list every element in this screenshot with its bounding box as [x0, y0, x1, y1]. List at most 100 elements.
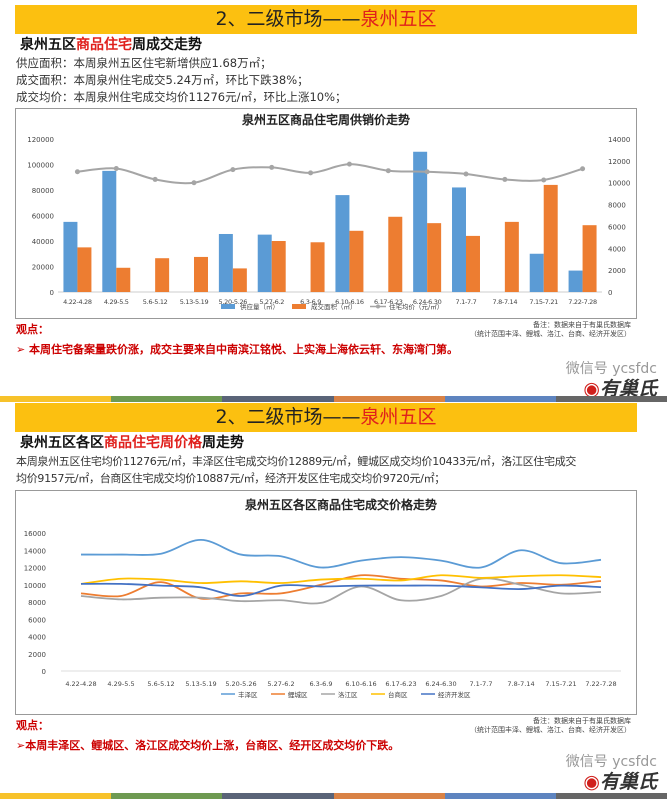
y-tick-right: 10000: [608, 180, 630, 188]
series-line-丰泽区: [80, 538, 602, 569]
x-tick: 7.15-7.21: [529, 298, 558, 306]
x-tick: 6.17-6.23: [374, 298, 403, 306]
y-tick: 8000: [28, 599, 46, 607]
y-tick: 2000: [28, 651, 46, 659]
y-tick-left: 40000: [32, 238, 54, 246]
bar-sales: [310, 242, 325, 292]
section2-summary: 本周泉州五区住宅均价11276元/㎡，丰泽区住宅成交均价12889元/㎡，鲤城区…: [16, 453, 576, 487]
bar-sales: [232, 268, 247, 292]
bar-sales: [388, 216, 403, 292]
x-tick: 5.6-5.12: [147, 680, 174, 688]
section1-banner: 2、二级市场——泉州五区: [15, 5, 637, 34]
price-point: [580, 166, 586, 172]
brand-logo: ◉有巢氏: [583, 378, 657, 400]
bar-sales: [427, 223, 442, 292]
y-tick: 4000: [28, 634, 46, 642]
banner-text: 2、二级市场——: [215, 406, 361, 428]
x-tick: 6.3-6.9: [309, 680, 332, 688]
section1-note: 备注：数据来自于有巢氏数据库 （统计范围丰泽、鲤城、洛江、台商、经济开发区）: [470, 321, 631, 339]
x-tick: 5.27-6.2: [259, 298, 284, 306]
summary-line: 供应面积：本周泉州五区住宅新增供应1.68万㎡；: [16, 56, 272, 70]
chart2-box: 泉州五区各区商品住宅成交价格走势 0 2000 4000 6000 8000 10000 12…: [15, 490, 637, 715]
legend-label: 鲤城区: [288, 690, 308, 699]
bar-sales: [582, 225, 597, 292]
section2-note: 备注：数据来自于有巢氏数据库 （统计范围丰泽、鲤城、洛江、台商、经济开发区）: [470, 717, 631, 735]
summary-line: 成交均价：本周泉州住宅成交均价11276元/㎡，环比上涨10%；: [16, 90, 347, 104]
supply-sales-price-chart: 泉州五区商品住宅周供销价走势02000040000600008000010000…: [27, 112, 630, 311]
stripe-segment: [444, 396, 556, 402]
y-tick-left: 80000: [32, 187, 54, 195]
bar-supply: [413, 151, 428, 292]
section2-view: 观点： ➢本周丰泽区、鲤城区、洛江区成交均价上涨，台商区、经开区成交均价下跌。: [16, 718, 399, 754]
x-tick: 7.1-7.7: [469, 680, 492, 688]
price-point: [152, 176, 158, 182]
bar-supply: [452, 187, 466, 292]
price-point: [385, 168, 391, 174]
y-tick-right: 8000: [608, 202, 626, 210]
stripe-segment: [0, 793, 112, 799]
legend-label: 经济开发区: [438, 690, 471, 699]
view-label: 观点：: [16, 323, 49, 336]
stripe-segment: [111, 396, 223, 402]
subtitle-highlight: 商品住宅: [76, 37, 132, 53]
y-tick-right: 12000: [608, 158, 630, 166]
legend-label: 供应量（㎡）: [240, 302, 279, 311]
series-line-经济开发区: [80, 582, 602, 597]
y-tick-right: 6000: [608, 223, 626, 231]
note-line: （统计范围丰泽、鲤城、洛江、台商、经济开发区）: [470, 330, 631, 338]
wechat-id: 微信号 ycsfdc: [565, 361, 657, 377]
legend-label: 住宅均价（元/㎡）: [389, 302, 443, 311]
stripe-segment: [555, 396, 667, 402]
banner-text: 2、二级市场——: [215, 8, 361, 30]
section1-subtitle: 泉州五区商品住宅周成交走势: [20, 37, 202, 54]
wechat-logo: 微信号 ycsfdc ◉有巢氏: [566, 754, 657, 793]
price-point: [502, 176, 508, 182]
summary-line: 成交面积：本周泉州住宅成交5.24万㎡，环比下跌38%；: [16, 73, 309, 87]
x-tick: 7.22-7.28: [568, 298, 597, 306]
subtitle-part: 周走势: [202, 435, 244, 451]
bar-supply: [102, 170, 117, 292]
x-tick: 6.10-6.16: [335, 298, 364, 306]
brand-name: 有巢氏: [599, 771, 657, 793]
y-tick: 14000: [24, 547, 46, 555]
legend-label: 台商区: [388, 690, 408, 699]
price-line: [77, 163, 583, 185]
x-tick: 6.24-6.30: [425, 680, 456, 688]
x-tick: 5.27-6.2: [267, 680, 294, 688]
price-point: [113, 166, 119, 172]
price-point: [463, 171, 469, 177]
x-tick: 7.8-7.14: [507, 680, 534, 688]
bar-supply: [335, 195, 350, 292]
bar-supply: [529, 253, 544, 292]
bar-sales: [77, 247, 92, 292]
y-tick-left: 120000: [27, 136, 54, 144]
x-tick: 5.13-5.19: [185, 680, 216, 688]
note-line: （统计范围丰泽、鲤城、洛江、台商、经济开发区）: [470, 726, 631, 734]
x-tick: 7.22-7.28: [585, 680, 616, 688]
x-tick: 4.29-5.5: [107, 680, 134, 688]
y-tick-left: 20000: [32, 264, 54, 272]
legend-label: 洛江区: [338, 690, 358, 699]
x-tick: 7.8-7.14: [492, 298, 517, 306]
x-tick: 4.22-4.28: [63, 298, 92, 306]
stripe-segment: [333, 396, 445, 402]
view-text: ➢ 本周住宅备案量跌价涨，成交主要来自中南滨江铭悦、上实海上海依云轩、东海湾门第…: [16, 343, 459, 356]
x-tick: 6.24-6.30: [413, 298, 442, 306]
bar-sales: [271, 241, 286, 292]
y-tick: 6000: [28, 616, 46, 624]
stripe-segment: [222, 793, 334, 799]
bar-sales: [349, 230, 364, 292]
subtitle-part: 泉州五区: [20, 37, 76, 53]
legend-marker: [376, 304, 380, 309]
legend-swatch: [221, 304, 235, 309]
color-stripe: [0, 396, 667, 402]
stripe-segment: [555, 793, 667, 799]
y-tick-left: 100000: [27, 162, 54, 170]
y-tick-left: 0: [50, 289, 54, 297]
price-point: [269, 164, 275, 170]
subtitle-part: 泉州五区各区: [20, 435, 104, 451]
price-point: [424, 169, 430, 175]
price-point: [191, 180, 197, 186]
bar-supply: [568, 270, 583, 292]
view-label: 观点：: [16, 719, 49, 732]
